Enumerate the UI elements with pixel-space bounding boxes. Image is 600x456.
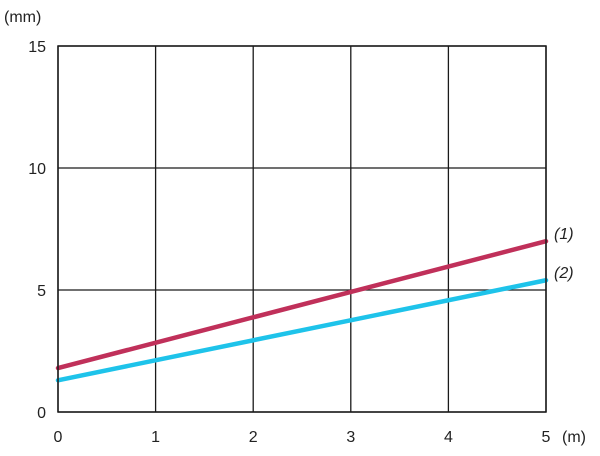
x-tick-label: 3 (346, 429, 355, 446)
y-axis-unit-label: (mm) (4, 9, 41, 26)
x-tick-label: 2 (249, 429, 258, 446)
series-label-1: (1) (554, 226, 574, 243)
x-tick-label: 1 (151, 429, 160, 446)
y-tick-label: 0 (37, 405, 46, 422)
axis-labels: (mm) (m) 0 1 2 3 4 5 0 5 10 15 (1) (2) (4, 9, 586, 446)
x-tick-label: 5 (542, 429, 551, 446)
y-tick-label: 5 (37, 283, 46, 300)
plot-frame (57, 45, 547, 413)
x-tick-label: 4 (444, 429, 453, 446)
series-label-2: (2) (554, 265, 574, 282)
plot-border (57, 45, 547, 413)
series-line-2 (55, 277, 549, 383)
x-axis-unit-label: (m) (562, 429, 586, 446)
series-lines (55, 238, 549, 383)
y-tick-label: 15 (28, 39, 46, 56)
grid-lines (57, 45, 547, 413)
x-tick-label: 0 (54, 429, 63, 446)
series-line-1 (55, 238, 549, 371)
y-tick-label: 10 (28, 161, 46, 178)
